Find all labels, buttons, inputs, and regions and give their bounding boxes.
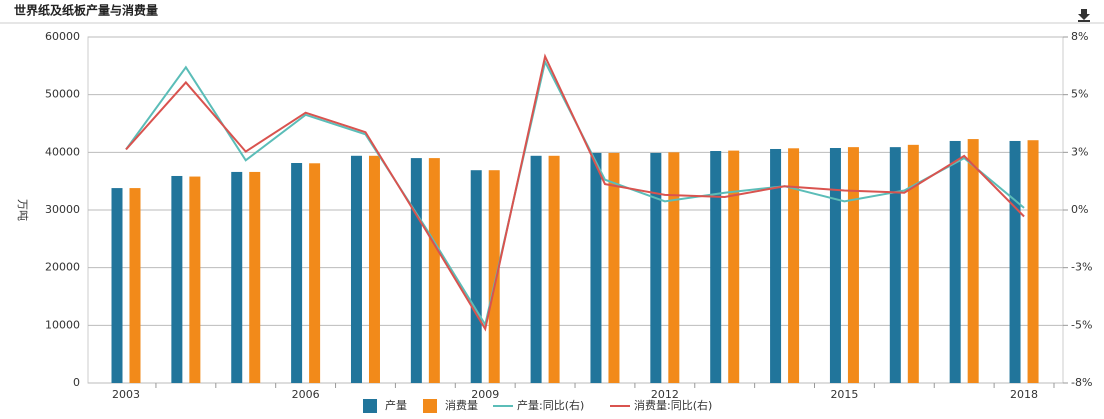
bar	[889, 147, 901, 383]
bar	[129, 188, 141, 383]
y2-tick-label: 8%	[1071, 30, 1088, 43]
bar	[967, 139, 979, 383]
bar	[829, 148, 841, 383]
bar	[291, 163, 303, 383]
x-tick-label: 2006	[292, 388, 320, 401]
bar	[788, 148, 800, 383]
chart-title: 世界纸及纸板产量与消费量	[14, 3, 158, 18]
y2-tick-label: -3%	[1071, 261, 1092, 274]
y2-tick-label: 0%	[1071, 203, 1088, 216]
bar	[410, 158, 422, 383]
legend-item[interactable]: 产量:同比(右)	[493, 398, 584, 412]
bar	[309, 163, 321, 383]
bar	[249, 171, 261, 383]
legend-label: 消费量	[445, 398, 478, 412]
x-tick-label: 2018	[1010, 388, 1038, 401]
y2-tick-label: 5%	[1071, 88, 1088, 101]
legend-swatch	[363, 399, 377, 413]
y-axis-label: 万吨	[16, 199, 29, 221]
bar	[470, 170, 482, 383]
y2-tick-label: -5%	[1071, 318, 1092, 331]
y-tick-label: 20000	[45, 261, 80, 274]
bar	[608, 152, 620, 383]
x-tick-label: 2015	[830, 388, 858, 401]
bar	[847, 147, 859, 383]
bar	[949, 140, 961, 383]
y-tick-label: 0	[73, 376, 80, 389]
bar	[171, 175, 183, 383]
bar	[668, 152, 680, 383]
bar	[350, 155, 362, 383]
bar	[590, 152, 602, 383]
bar	[428, 158, 440, 383]
bar	[488, 170, 500, 383]
bar	[770, 148, 782, 383]
bar	[189, 176, 201, 383]
bar	[728, 150, 740, 383]
bar	[710, 151, 722, 383]
y-tick-label: 60000	[45, 30, 80, 43]
legend-item[interactable]: 消费量:同比(右)	[610, 398, 712, 412]
y-tick-label: 30000	[45, 203, 80, 216]
bar	[907, 144, 919, 383]
bar	[530, 155, 542, 383]
legend-label: 产量	[385, 398, 407, 412]
line-series	[125, 53, 1025, 332]
bar	[650, 152, 662, 383]
y-tick-label: 50000	[45, 88, 80, 101]
bar	[111, 188, 123, 383]
x-tick-label: 2003	[112, 388, 140, 401]
y2-tick-label: -8%	[1071, 376, 1092, 389]
x-tick-label: 2012	[651, 388, 679, 401]
bar	[231, 171, 243, 383]
legend-item[interactable]: 消费量	[423, 398, 478, 413]
legend-item[interactable]: 产量	[363, 398, 407, 413]
y-tick-label: 10000	[45, 318, 80, 331]
legend-swatch	[423, 399, 437, 413]
y-tick-label: 40000	[45, 145, 80, 158]
legend-label: 消费量:同比(右)	[634, 398, 712, 412]
bar	[548, 155, 560, 383]
bar	[1009, 140, 1021, 383]
legend-label: 产量:同比(右)	[517, 398, 584, 412]
bar	[1027, 140, 1039, 383]
x-tick-label: 2009	[471, 388, 499, 401]
y2-tick-label: 3%	[1071, 145, 1088, 158]
download-icon[interactable]	[1078, 9, 1090, 22]
bar	[368, 155, 380, 383]
